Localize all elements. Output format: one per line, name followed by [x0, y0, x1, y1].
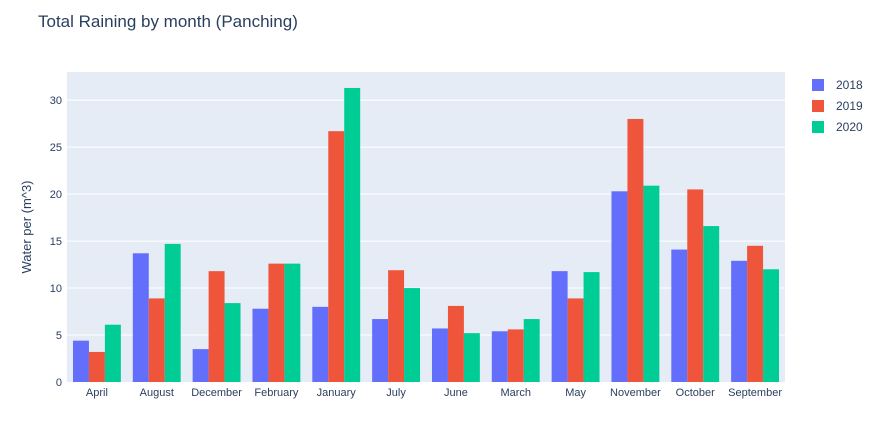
bar-2020-february[interactable] — [284, 263, 301, 382]
x-tick-label: August — [140, 387, 174, 399]
bar-2020-august[interactable] — [164, 243, 181, 382]
x-tick-label: May — [565, 387, 586, 399]
bar-2020-april[interactable] — [104, 324, 121, 382]
bar-2019-january[interactable] — [328, 131, 345, 382]
y-tick-label: 30 — [50, 95, 62, 107]
bar-2018-may[interactable] — [551, 271, 568, 382]
bar-2020-october[interactable] — [703, 226, 720, 382]
x-tick-label: June — [444, 387, 468, 399]
bar-2020-may[interactable] — [583, 272, 600, 382]
legend-swatch-2018[interactable] — [812, 79, 824, 91]
bar-2019-september[interactable] — [747, 245, 764, 382]
x-tick-label: January — [317, 387, 357, 399]
bars — [72, 87, 780, 382]
bar-2018-july[interactable] — [372, 319, 389, 382]
legend-swatch-2019[interactable] — [812, 100, 824, 112]
y-tick-label: 20 — [50, 189, 62, 201]
y-axis-ticks: 0 5 10 15 20 25 30 — [50, 95, 62, 389]
bar-2019-february[interactable] — [268, 263, 285, 382]
bar-2020-march[interactable] — [523, 319, 540, 382]
bar-2020-july[interactable] — [404, 288, 421, 382]
chart-title: Total Raining by month (Panching) — [38, 12, 298, 31]
bar-2019-november[interactable] — [627, 118, 644, 382]
bar-2018-october[interactable] — [671, 249, 688, 382]
bar-2018-june[interactable] — [431, 328, 448, 382]
bar-2019-march[interactable] — [507, 329, 524, 382]
y-tick-label: 0 — [56, 377, 62, 389]
bar-2018-february[interactable] — [252, 308, 269, 382]
bar-2018-march[interactable] — [491, 331, 508, 382]
gridlines — [67, 99, 785, 336]
legend-swatch-2020[interactable] — [812, 121, 824, 133]
bar-2020-september[interactable] — [763, 269, 780, 382]
y-tick-label: 15 — [50, 236, 62, 248]
bar-2020-january[interactable] — [344, 87, 361, 382]
y-axis-label: Water per (m^3) — [19, 180, 34, 273]
bar-2019-december[interactable] — [208, 271, 225, 382]
plot-area — [67, 72, 785, 382]
bar-2018-december[interactable] — [192, 349, 209, 382]
x-tick-label: December — [191, 387, 242, 399]
legend-label-2018[interactable]: 2018 — [836, 78, 863, 92]
bar-2019-october[interactable] — [687, 189, 704, 382]
bar-2019-july[interactable] — [388, 270, 405, 382]
bar-2018-november[interactable] — [611, 191, 628, 382]
x-tick-label: September — [728, 387, 782, 399]
x-tick-label: July — [386, 387, 406, 399]
bar-2018-august[interactable] — [132, 253, 149, 382]
bar-2018-september[interactable] — [731, 260, 748, 382]
legend-label-2019[interactable]: 2019 — [836, 99, 863, 113]
legend-label-2020[interactable]: 2020 — [836, 120, 863, 134]
bar-2020-december[interactable] — [224, 303, 241, 382]
bar-2020-november[interactable] — [643, 185, 660, 382]
x-tick-label: November — [610, 387, 661, 399]
y-tick-label: 25 — [50, 142, 62, 154]
x-axis-ticks: April August December February January July Ju… — [86, 387, 782, 399]
y-tick-label: 10 — [50, 283, 62, 295]
y-tick-label: 5 — [56, 330, 62, 342]
bar-2019-june[interactable] — [447, 305, 464, 382]
bar-2018-april[interactable] — [72, 340, 89, 382]
bar-2020-june[interactable] — [463, 333, 480, 382]
x-tick-label: March — [500, 387, 531, 399]
x-tick-label: April — [86, 387, 108, 399]
x-tick-label: February — [254, 387, 299, 399]
bar-2019-august[interactable] — [148, 298, 165, 382]
bar-2019-may[interactable] — [567, 298, 584, 382]
bar-2019-april[interactable] — [88, 351, 105, 382]
legend[interactable]: 2018 2019 2020 — [812, 78, 863, 134]
x-tick-label: October — [676, 387, 715, 399]
bar-2018-january[interactable] — [312, 306, 329, 382]
